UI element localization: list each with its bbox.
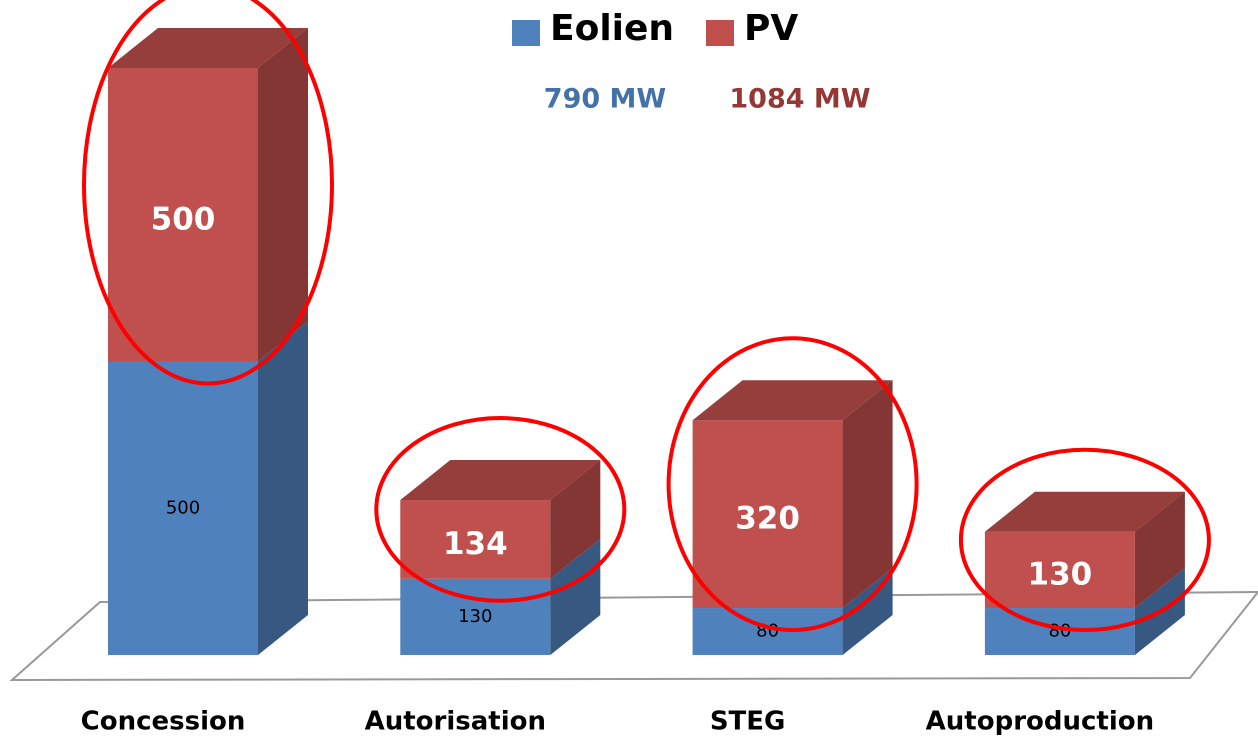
- legend-swatch: [512, 20, 540, 46]
- data-label: 130: [1028, 556, 1093, 592]
- highlight-ellipse: [374, 416, 627, 603]
- highlight-ellipse: [958, 447, 1211, 633]
- bar-front: [984, 608, 1135, 655]
- bar-side: [550, 460, 601, 579]
- bar-top: [400, 460, 601, 501]
- data-label: 320: [735, 501, 800, 537]
- legend-swatch: [706, 20, 734, 46]
- highlight-ellipse: [666, 336, 919, 633]
- bar-front: [692, 608, 843, 655]
- data-label: 500: [166, 497, 200, 518]
- bar-top: [984, 491, 1185, 532]
- data-label: 134: [443, 526, 508, 562]
- bar-top: [692, 380, 893, 421]
- bar-side: [258, 321, 308, 655]
- annotation: 1084 MW: [729, 84, 870, 115]
- legend-label: Eolien: [550, 8, 674, 49]
- bar-side: [1134, 491, 1185, 609]
- x-tick-label: STEG: [710, 707, 786, 737]
- bar-front: [108, 68, 258, 362]
- bar-top: [108, 28, 308, 68]
- bar-front: [692, 420, 843, 609]
- bar-front: [400, 578, 551, 655]
- bar-front: [984, 531, 1135, 609]
- bar-front: [108, 361, 258, 655]
- annotation: 790 MW: [544, 84, 666, 115]
- x-tick-label: Concession: [81, 707, 246, 737]
- bar-side: [550, 538, 601, 655]
- data-label: 130: [458, 606, 492, 627]
- data-label: 500: [151, 201, 216, 237]
- floor-plane: [9, 590, 1258, 682]
- x-tick-label: Autorisation: [365, 707, 546, 737]
- highlight-ellipse: [82, 0, 334, 386]
- x-tick-label: Autoproduction: [926, 707, 1154, 737]
- bar-front: [400, 500, 551, 579]
- bar-side: [842, 380, 893, 609]
- legend-label: PV: [744, 8, 798, 49]
- bar-side: [258, 28, 308, 362]
